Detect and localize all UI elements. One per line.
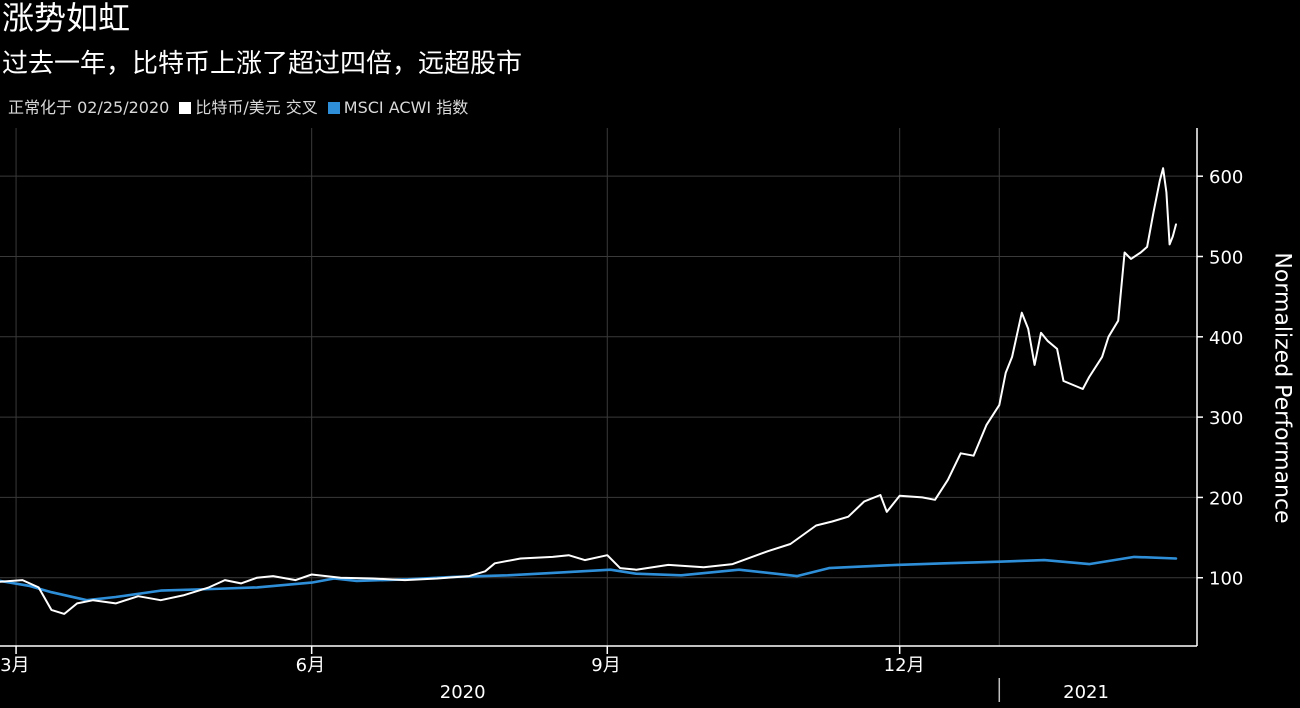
y-tick-label-100: 100 <box>1209 569 1243 590</box>
legend-label-msci: MSCI ACWI 指数 <box>343 98 469 117</box>
x-tick-label-1: 6月 <box>296 655 325 676</box>
x-year-label-0: 2020 <box>440 682 486 703</box>
x-tick-label-3: 12月 <box>884 655 925 676</box>
legend-label-btc: 比特币/美元 交叉 <box>195 98 318 117</box>
legend-normalization-note: 正常化于 02/25/2020 <box>8 98 170 117</box>
grid-lines <box>0 128 1197 646</box>
y-tick-label-300: 300 <box>1209 408 1243 429</box>
chart-subtitle: 过去一年，比特币上涨了超过四倍，远超股市 <box>2 49 523 79</box>
legend-swatch-msci <box>327 102 340 114</box>
x-tick-label-2: 9月 <box>591 655 620 676</box>
legend-swatch-btc <box>179 102 192 114</box>
y-tick-label-200: 200 <box>1209 488 1243 509</box>
x-tick-label-0: 3月 <box>0 655 29 676</box>
legend-item-msci: MSCI ACWI 指数 <box>327 96 469 120</box>
legend-item-btc: 比特币/美元 交叉 <box>179 96 318 120</box>
y-axis-label: Normalized Performance <box>1269 252 1295 524</box>
legend: 正常化于 02/25/2020 比特币/美元 交叉 MSCI ACWI 指数 <box>8 96 468 120</box>
x-year-label-1: 2021 <box>1063 682 1109 703</box>
y-tick-label-400: 400 <box>1209 328 1243 349</box>
y-tick-label-600: 600 <box>1209 167 1243 188</box>
axes <box>0 128 1203 702</box>
series-lines <box>0 167 1178 615</box>
tick-labels: 100 200 300 400 500 600 3月 6月 9月 12月 2020 2021 <box>0 167 1243 703</box>
series-line-btc <box>0 167 1177 615</box>
chart-title: 涨势如虹 <box>2 0 131 37</box>
series-line-msci <box>0 555 1178 602</box>
y-tick-label-500: 500 <box>1209 247 1243 268</box>
